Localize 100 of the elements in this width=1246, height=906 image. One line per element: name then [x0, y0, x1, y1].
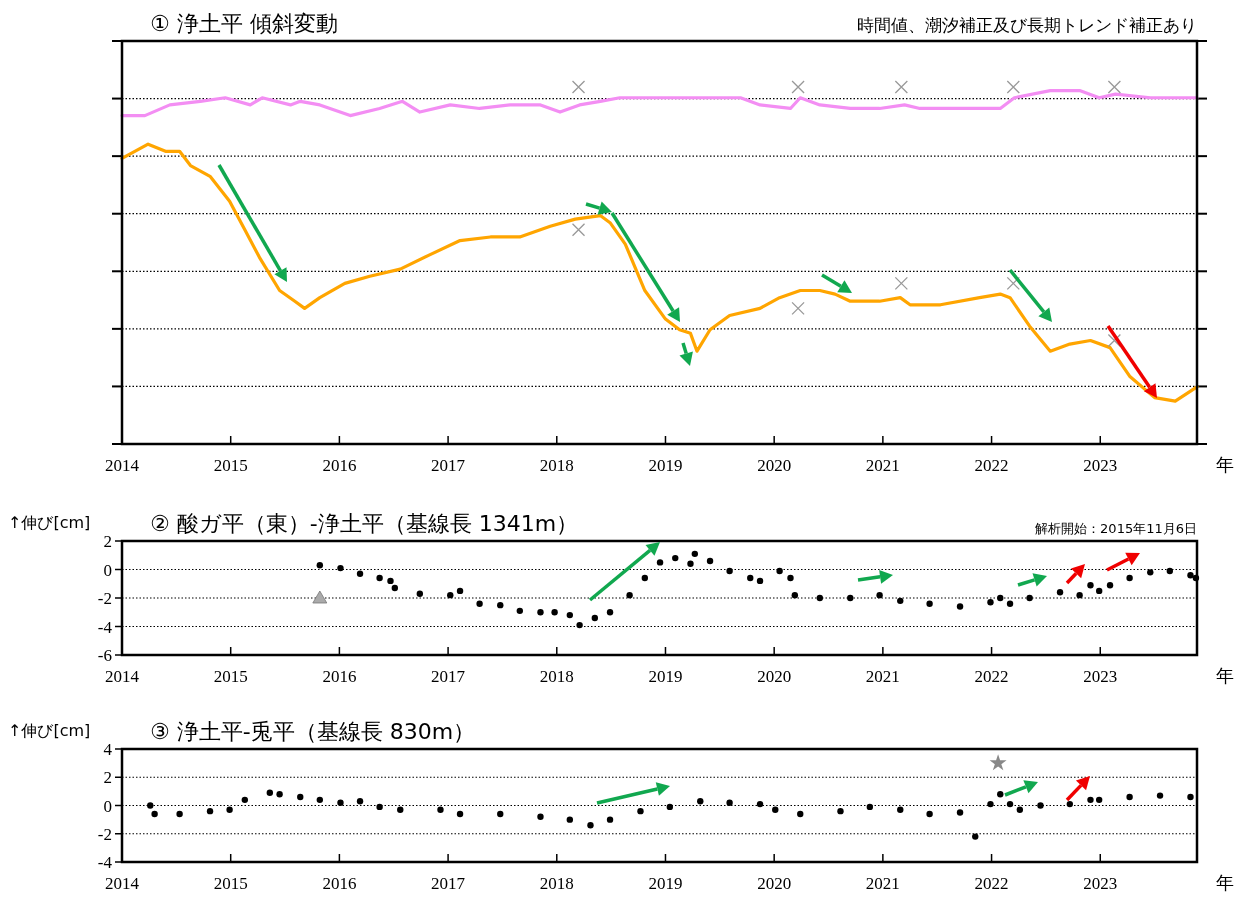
point: [787, 574, 794, 582]
point: [337, 564, 344, 572]
point: [776, 567, 783, 575]
point: [497, 810, 504, 818]
point: [1006, 276, 1020, 291]
point: [606, 816, 614, 823]
point: [866, 803, 874, 811]
point: [151, 810, 158, 818]
point: [666, 803, 674, 811]
point: [1166, 567, 1174, 575]
point: [497, 601, 504, 609]
point: [687, 560, 694, 567]
point: [312, 590, 328, 604]
x-axis-title: 年: [1216, 872, 1234, 893]
point: [837, 807, 844, 815]
x-tick-label: 2023: [1083, 456, 1118, 475]
chart-title: ② 酸ガ平（東）-浄土平（基線長 1341m）: [150, 511, 579, 536]
x-tick-label: 2015: [213, 667, 248, 686]
x-tick-label: 2015: [213, 874, 248, 893]
x-tick-label: 2014: [105, 874, 140, 893]
point: [791, 80, 805, 94]
y-tick-label: -4: [97, 853, 113, 872]
point: [456, 587, 464, 595]
point: [376, 803, 383, 811]
point: [1095, 796, 1103, 804]
point: [726, 567, 733, 575]
x-tick-label: 2019: [648, 667, 683, 686]
point: [1037, 802, 1044, 809]
point: [1087, 796, 1094, 804]
point: [926, 600, 933, 607]
point: [926, 810, 933, 818]
point: [956, 603, 964, 610]
point: [376, 574, 383, 582]
point: [437, 806, 444, 813]
x-tick-label: 2021: [865, 667, 900, 686]
x-tick-label: 2021: [865, 874, 900, 893]
y-tick-label: 4: [103, 740, 113, 759]
point: [987, 599, 994, 606]
y-tick-label: 0: [103, 560, 112, 580]
x-tick-label: 2018: [539, 667, 574, 686]
point: [894, 80, 908, 94]
chart-title: ① 浄土平 傾斜変動: [150, 11, 338, 36]
point: [747, 574, 754, 582]
point: [537, 609, 544, 616]
point: [416, 590, 424, 597]
x-tick-label: 2019: [648, 874, 683, 893]
point: [297, 793, 304, 801]
x-tick-label: 2018: [539, 456, 574, 475]
point: [897, 597, 904, 605]
x-tick-label: 2014: [105, 456, 140, 475]
y-tick-label: 0: [103, 796, 112, 816]
point: [571, 223, 586, 237]
chart-title: ③ 浄土平-兎平（基線長 830m）: [150, 719, 476, 744]
point: [226, 806, 233, 813]
point: [1106, 581, 1114, 589]
x-tick-label: 2014: [105, 667, 140, 686]
x-axis-title: 年: [1216, 454, 1234, 475]
point: [206, 807, 214, 815]
point: [847, 594, 854, 602]
point: [791, 301, 805, 316]
x-tick-label: 2018: [539, 874, 574, 893]
x-tick-label: 2023: [1083, 667, 1118, 686]
point: [1006, 600, 1014, 607]
point: [1006, 80, 1020, 94]
point: [772, 806, 779, 813]
point: [571, 80, 586, 94]
y-tick-label: -2: [97, 589, 112, 608]
point: [626, 591, 633, 599]
point: [566, 816, 574, 823]
point: [816, 594, 824, 602]
x-tick-label: 2019: [648, 456, 683, 475]
point: [1006, 800, 1014, 808]
point: [337, 799, 344, 806]
x-tick-label: 2022: [974, 874, 1009, 893]
y-tick-label: 2: [103, 768, 112, 788]
point: [147, 802, 154, 809]
point: [1066, 800, 1074, 808]
point: [576, 621, 583, 629]
point: [756, 577, 764, 585]
point: [641, 574, 649, 582]
point: [476, 600, 483, 607]
x-tick-label: 2020: [757, 456, 792, 475]
x-axis-title: 年: [1216, 665, 1234, 686]
point: [1087, 581, 1094, 589]
point: [972, 833, 979, 840]
x-tick-label: 2023: [1083, 874, 1118, 893]
point: [356, 570, 364, 577]
point: [356, 798, 364, 805]
y-tick-label: 2: [103, 532, 112, 551]
y-tick-label: -2: [97, 824, 112, 844]
x-tick-label: 2016: [322, 874, 357, 893]
x-tick-label: 2022: [974, 667, 1009, 686]
y-tick-label: -4: [97, 617, 113, 637]
point: [456, 810, 464, 818]
point: [691, 550, 699, 558]
point: [756, 800, 764, 808]
y-tick-label: -6: [97, 646, 112, 665]
point: [726, 799, 733, 806]
point: [894, 276, 908, 291]
point: [1126, 574, 1133, 582]
